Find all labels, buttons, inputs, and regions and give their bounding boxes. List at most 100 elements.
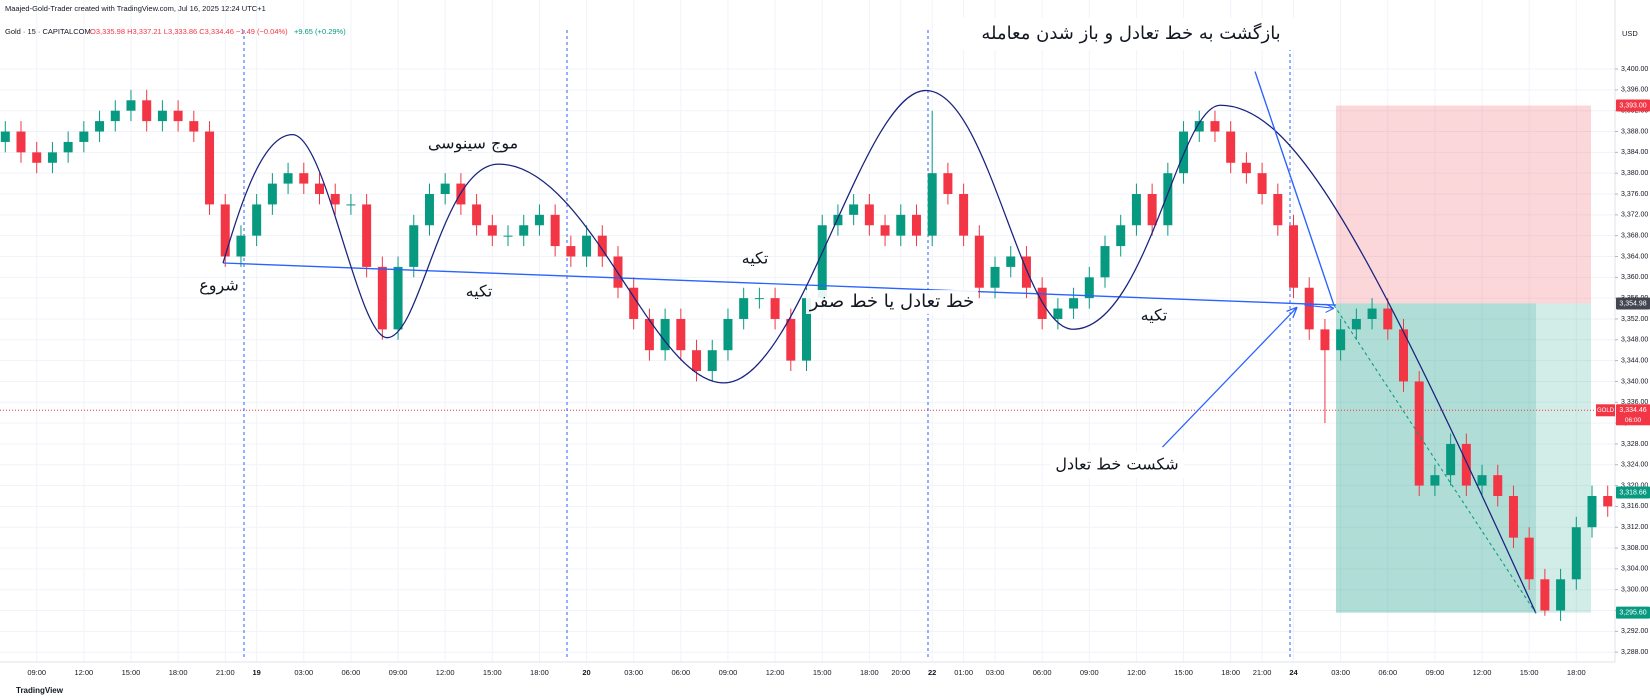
candle-body xyxy=(739,298,749,319)
candle-body xyxy=(1603,495,1613,507)
candle-body xyxy=(566,246,576,257)
candle-body xyxy=(267,183,277,205)
drawings xyxy=(222,71,1537,614)
x-tick-label: 03:00 xyxy=(294,668,313,677)
grid xyxy=(0,0,1615,662)
y-tick-label: 3,388.00 xyxy=(1621,128,1648,135)
y-tick-label: 3,368.00 xyxy=(1621,233,1648,240)
candle-body xyxy=(597,235,607,257)
header: Maajed-Gold-Trader created with TradingV… xyxy=(5,4,346,36)
candle-body xyxy=(189,121,199,132)
annotation: شکست خط تعادل xyxy=(1055,455,1178,474)
x-tick-label: 24 xyxy=(1289,668,1298,677)
candle-body xyxy=(1116,225,1126,247)
annotations: بازگشت به خط تعادل و باز شدن معامله موج … xyxy=(199,18,1300,478)
candle-body xyxy=(802,298,812,361)
ohlc: O3,335.98 H3,337.21 L3,333.86 C3,334.46 … xyxy=(90,27,288,36)
y-tick-label: 3,344.00 xyxy=(1621,357,1648,364)
candle-body xyxy=(299,173,309,184)
candle-body xyxy=(1446,443,1456,476)
candle-body xyxy=(1493,475,1503,496)
candle-body xyxy=(472,204,482,226)
footer: TradingView xyxy=(16,686,64,695)
candle-body xyxy=(864,204,874,226)
price-tag-label: 3,334.46 xyxy=(1619,407,1646,414)
change: +9.65 (+0.29%) xyxy=(294,27,346,36)
y-tick-label: 3,304.00 xyxy=(1621,566,1648,573)
position-zones xyxy=(0,105,1615,613)
target-zone xyxy=(1336,303,1536,613)
candle-body xyxy=(1273,194,1283,226)
candle-body xyxy=(377,266,387,330)
candle-body xyxy=(1163,173,1173,226)
candle-body xyxy=(95,121,105,132)
x-tick-label: 18:00 xyxy=(169,668,188,677)
y-tick-label: 3,324.00 xyxy=(1621,462,1648,469)
y-tick-label: 3,372.00 xyxy=(1621,212,1648,219)
x-tick-label: 22 xyxy=(928,668,936,677)
x-tick-label: 06:00 xyxy=(1033,668,1052,677)
candle-body xyxy=(1461,443,1471,486)
candle-body xyxy=(1037,287,1047,319)
candle-body xyxy=(110,110,120,122)
candle-body xyxy=(1147,194,1157,226)
candle-body xyxy=(346,204,356,206)
time-axis: 09:00 12:00 15:00 18:00 21:00 19 03:00 06:00 09:… xyxy=(27,668,1585,677)
candle-body xyxy=(896,214,906,236)
target-zone xyxy=(1536,303,1591,613)
candle-body xyxy=(723,318,733,351)
day-separators xyxy=(243,30,1291,660)
annotation: شروع xyxy=(199,276,239,296)
price-tag xyxy=(1616,297,1650,310)
candle-body xyxy=(1304,287,1314,330)
candle-body xyxy=(849,204,859,215)
arrow xyxy=(1162,306,1298,448)
candle-body xyxy=(644,318,654,351)
candle-body xyxy=(236,235,246,257)
x-tick-label: 18:00 xyxy=(1567,668,1586,677)
y-tick-label: 3,320.00 xyxy=(1621,482,1648,489)
label-bg xyxy=(1050,452,1184,478)
y-tick-label: 3,348.00 xyxy=(1621,337,1648,344)
candle-body xyxy=(173,110,183,122)
price-tag xyxy=(1616,99,1650,112)
price-tag xyxy=(1616,404,1650,417)
x-tick-label: 15:00 xyxy=(122,668,141,677)
candle-body xyxy=(1367,308,1377,319)
x-tick-label: 06:00 xyxy=(1378,668,1397,677)
y-tick-label: 3,336.00 xyxy=(1621,399,1648,406)
candle-body xyxy=(770,298,780,319)
candle-body xyxy=(692,350,702,372)
candle-body xyxy=(0,131,10,142)
candle-body xyxy=(1320,329,1330,351)
y-tick-label: 3,384.00 xyxy=(1621,149,1648,156)
x-tick-label: 12:00 xyxy=(1473,668,1492,677)
x-tick-label: 12:00 xyxy=(436,668,455,677)
x-tick-label: 06:00 xyxy=(342,668,361,677)
y-tick-label: 3,396.00 xyxy=(1621,87,1648,94)
x-tick-label: 09:00 xyxy=(719,668,738,677)
candle-body xyxy=(1210,121,1220,132)
stop-zone xyxy=(1336,105,1591,304)
candle-body xyxy=(1336,329,1346,351)
x-tick-label: 09:00 xyxy=(1080,668,1099,677)
candle-body xyxy=(1241,162,1251,174)
y-tick-label: 3,400.00 xyxy=(1621,66,1648,73)
candle-body xyxy=(315,183,324,195)
candle-body xyxy=(1053,308,1063,319)
y-tick-label: 3,328.00 xyxy=(1621,441,1648,448)
y-tick-label: 3,300.00 xyxy=(1621,587,1648,594)
price-axis: USD 3,288.003,292.003,296.003,300.003,30… xyxy=(1596,0,1650,700)
price-tag-label: 3,393.00 xyxy=(1619,102,1646,109)
symbol: Gold · 15 · CAPITALCOM xyxy=(5,27,91,36)
candle-body xyxy=(220,204,230,257)
axis-bg xyxy=(1615,0,1650,700)
x-tick-label: 03:00 xyxy=(1331,668,1350,677)
candle-body xyxy=(817,225,827,299)
candle-body xyxy=(79,131,89,142)
x-tick-label: 20:00 xyxy=(891,668,910,677)
candle-body xyxy=(157,110,167,122)
sine-wave xyxy=(222,89,1537,614)
candle-body xyxy=(440,183,450,195)
